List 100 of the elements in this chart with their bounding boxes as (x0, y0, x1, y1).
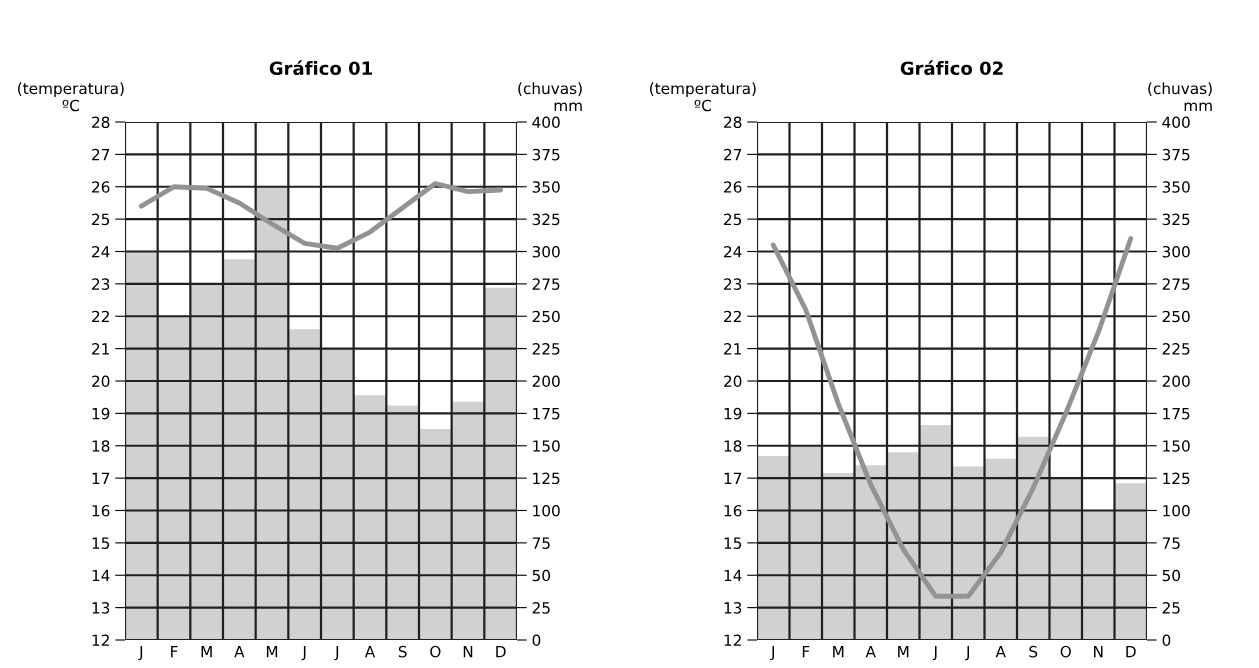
y-tick-label: 23 (724, 278, 742, 290)
y2-tick-label: 325 (532, 213, 560, 226)
y-tick-label: 12 (92, 634, 109, 646)
x-tick-label: N (463, 646, 473, 658)
y-tick-label: 26 (724, 181, 742, 193)
y-axis-title: (temperatura) ºC (650, 82, 756, 112)
y2-tick-label: 275 (532, 278, 560, 290)
y-tick-label: 18 (92, 440, 110, 452)
y-tick-label: 19 (724, 407, 742, 420)
x-tick-label: D (1126, 646, 1136, 658)
y2-tick-label: 100 (1163, 504, 1190, 517)
y2-tick-label: 375 (532, 148, 560, 161)
y2-tick-label: 75 (532, 537, 550, 549)
y2-tick-label: 0 (532, 634, 541, 647)
y2-tick-label: 400 (1162, 116, 1190, 129)
y2-axis-title: (chuvas) mm (518, 82, 582, 112)
y-tick-label: 16 (724, 504, 742, 517)
x-tick-label: M (266, 646, 278, 658)
y2-tick-label: 300 (1162, 245, 1190, 258)
y-tick-label: 12 (724, 634, 741, 646)
y-tick-label: 21 (724, 343, 742, 355)
x-tick-label: A (234, 646, 245, 658)
y-tick-label: 24 (92, 245, 110, 258)
y-tick-label: 20 (724, 375, 742, 388)
y2-tick-label: 200 (1162, 375, 1190, 388)
x-tick-label: J (965, 646, 969, 661)
y2-tick-label: 75 (1162, 537, 1180, 549)
y2-tick-label: 250 (1162, 310, 1190, 323)
y2-tick-label: 175 (533, 408, 560, 420)
line-series (138, 181, 504, 251)
y2-tick-label: 150 (533, 440, 560, 452)
y-tick-label: 21 (92, 343, 110, 355)
y-tick-label: 19 (92, 407, 110, 420)
chart-title: Gráfico 01 (269, 60, 372, 76)
y-tick-label: 15 (92, 537, 110, 549)
y-tick-label: 15 (724, 537, 742, 549)
x-tick-label: N (1094, 646, 1103, 658)
y2-tick-label: 125 (1163, 472, 1190, 485)
x-tick-label: J (932, 646, 937, 661)
y-tick-label: 16 (92, 504, 110, 517)
y2-tick-label: 225 (532, 343, 560, 355)
x-tick-label: M (898, 646, 909, 658)
y2-tick-label: 275 (1162, 278, 1190, 290)
x-tick-label: F (802, 646, 810, 658)
y-tick-label: 25 (724, 213, 742, 226)
y2-tick-label: 250 (532, 310, 560, 323)
chart-title: Gráfico 02 (900, 60, 1003, 76)
y2-tick-label: 0 (1162, 634, 1171, 647)
y-tick-label: 17 (724, 472, 742, 484)
y2-tick-label: 300 (532, 245, 560, 258)
y-tick-label: 26 (92, 181, 110, 193)
y2-tick-label: 100 (533, 504, 560, 517)
x-tick-label: A (995, 646, 1006, 658)
y-tick-label: 14 (724, 569, 742, 582)
x-tick-label: M (833, 646, 844, 658)
x-tick-label: A (865, 646, 876, 658)
y-tick-label: 27 (724, 148, 742, 161)
y-tick-label: 14 (92, 569, 110, 582)
x-tick-label: D (496, 646, 506, 658)
y2-tick-label: 25 (532, 602, 550, 614)
y-tick-label: 25 (92, 213, 110, 226)
x-tick-label: O (1060, 645, 1071, 658)
y-tick-label: 13 (724, 602, 742, 614)
y2-tick-label: 225 (1162, 343, 1190, 355)
y-tick-label: 20 (92, 375, 110, 388)
x-tick-label: J (138, 646, 143, 661)
x-tick-label: M (201, 646, 212, 658)
y2-tick-label: 150 (1163, 440, 1190, 452)
x-tick-label: A (364, 646, 376, 658)
y2-tick-label: 400 (532, 116, 560, 129)
y2-tick-label: 50 (1162, 569, 1181, 582)
x-tick-label: J (334, 646, 339, 661)
y-axis-title: (temperatura) ºC (18, 82, 124, 112)
x-tick-label: F (171, 646, 178, 658)
y-tick-label: 28 (92, 116, 110, 129)
x-tick-label: S (1029, 645, 1038, 658)
y2-tick-label: 200 (532, 375, 560, 388)
y2-tick-label: 175 (1163, 408, 1190, 420)
y2-tick-label: 25 (1162, 602, 1180, 614)
x-tick-label: J (770, 646, 774, 661)
y2-tick-label: 350 (1162, 181, 1190, 193)
y-tick-label: 22 (724, 310, 741, 323)
y-tick-label: 18 (724, 440, 742, 452)
y2-tick-label: 325 (1162, 213, 1190, 226)
x-tick-label: O (430, 645, 441, 658)
y2-tick-label: 375 (1162, 148, 1190, 161)
x-tick-label: J (301, 646, 306, 661)
y2-tick-label: 350 (532, 181, 560, 193)
y-tick-label: 28 (724, 116, 742, 129)
y-tick-label: 27 (92, 148, 110, 161)
y2-tick-label: 125 (533, 472, 560, 485)
y2-axis-title: (chuvas) mm (1148, 82, 1212, 112)
x-tick-label: S (398, 645, 407, 658)
y-tick-label: 24 (724, 245, 742, 258)
y-tick-label: 17 (92, 472, 110, 484)
y2-tick-label: 50 (532, 569, 551, 582)
y-tick-label: 22 (92, 310, 109, 323)
y-tick-label: 23 (92, 278, 110, 290)
line-series (770, 236, 1134, 599)
y-tick-label: 13 (92, 602, 110, 614)
